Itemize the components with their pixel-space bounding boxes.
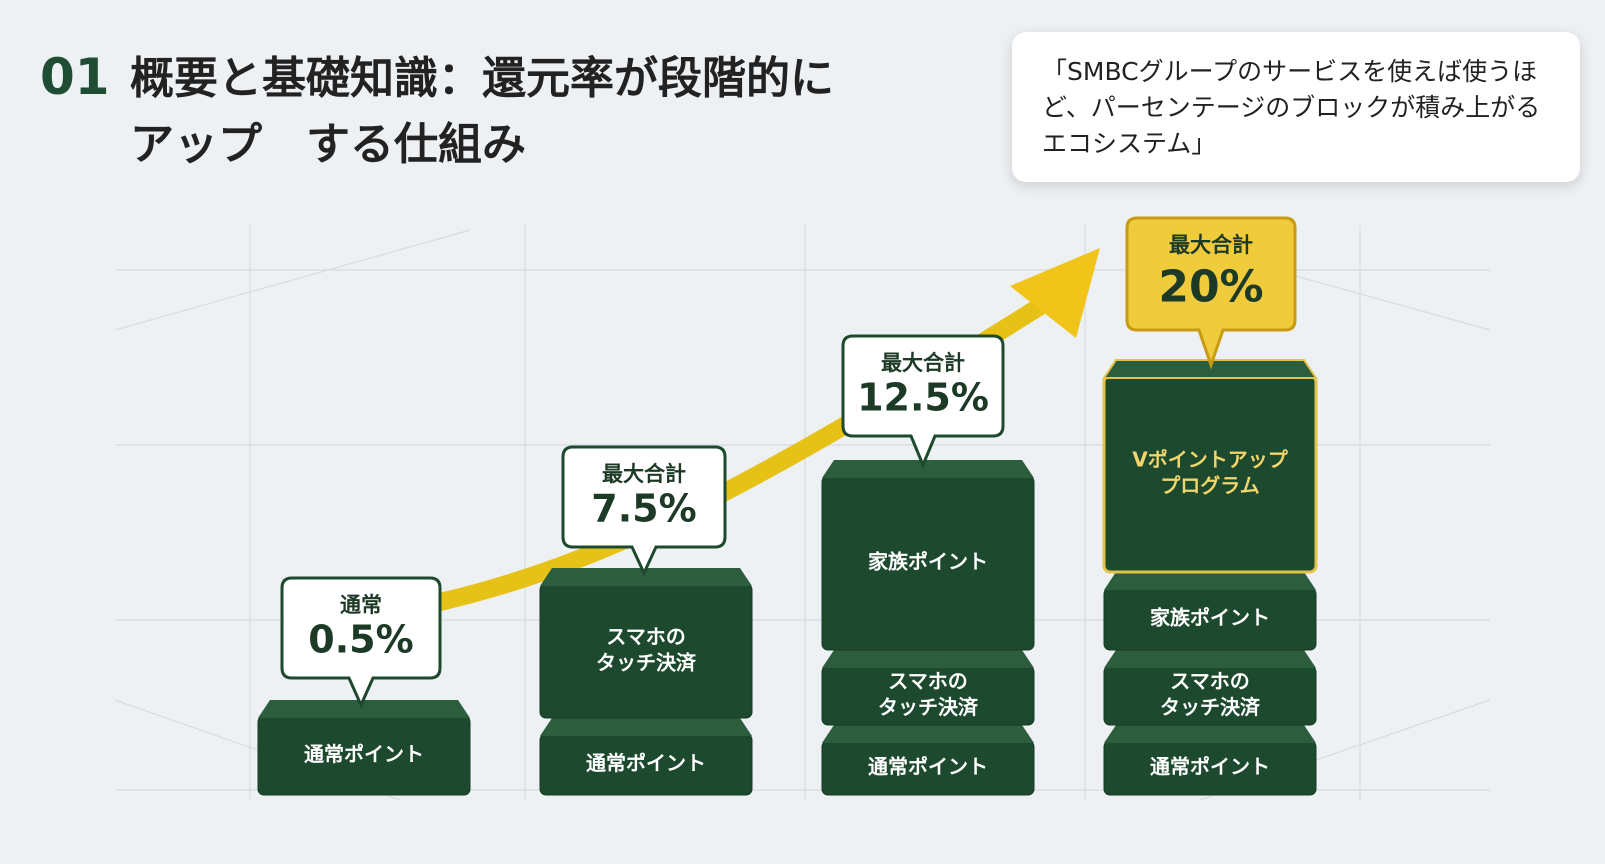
block-label: 家族ポイント [1150,606,1270,630]
block-label: スマホの [1170,669,1249,693]
block-label: 通常ポイント [304,742,424,766]
title-line: 概要と基礎知識：還元率が段階的に [130,53,834,104]
block-label: タッチ決済 [878,695,979,719]
block-label: プログラム [1160,474,1259,498]
block-top [822,725,1034,743]
callout-label: 通常 [340,593,382,617]
block-top [258,700,470,718]
title-line: アップ する仕組み [130,119,526,170]
block-label: 家族ポイント [868,550,988,574]
block-label: タッチ決済 [596,651,697,675]
block-label: 通常ポイント [586,751,706,775]
block-label: タッチ決済 [1160,695,1261,719]
callout-label: 最大合計 [881,351,965,375]
block-label: Vポイントアップ [1132,448,1288,472]
callout [1125,216,1297,370]
callout-value: 12.5% [857,376,989,420]
block-label: スマホの [888,669,967,693]
block-top [822,650,1034,668]
callout [561,445,727,577]
block-top [822,460,1034,478]
callout-label: 最大合計 [1169,233,1253,257]
block-top [1104,572,1316,590]
callout-value: 0.5% [308,618,413,662]
callout-value: 20% [1158,262,1263,313]
block-label: スマホの [606,625,685,649]
callout-value: 7.5% [591,487,696,531]
block-top [1104,725,1316,743]
block-top [540,718,752,736]
block-top [1102,359,1318,379]
callout [841,334,1005,469]
block-top [540,568,752,586]
quote-box: 「SMBCグループのサービスを使えば使うほど、パーセンテージのブロックが積み上が… [1012,32,1580,182]
title: 概要と基礎知識：還元率が段階的に アップ する仕組み [130,46,834,178]
block-label: 通常ポイント [1150,755,1270,779]
callout-label: 最大合計 [602,462,686,486]
section-number: 01 [40,48,110,106]
block-top [1104,650,1316,668]
block-label: 通常ポイント [868,755,988,779]
callout [280,576,442,709]
